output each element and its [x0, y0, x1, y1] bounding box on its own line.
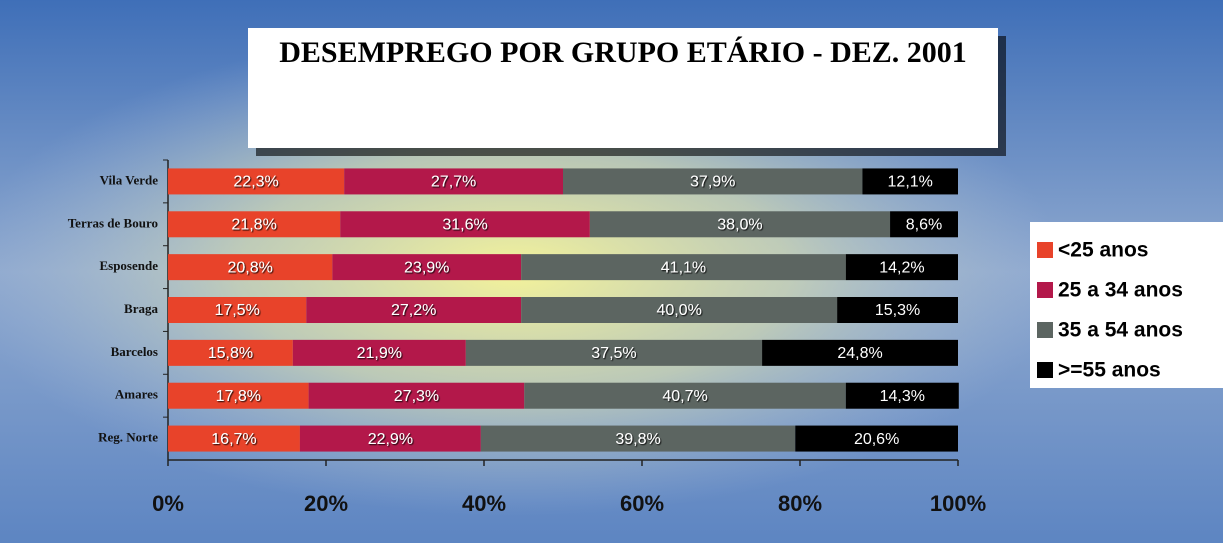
data-label: 21,8% — [231, 217, 276, 234]
legend-box — [1030, 222, 1223, 388]
bar-segment — [344, 168, 563, 195]
data-label: 15,3% — [875, 302, 920, 319]
data-label: 40,0% — [656, 302, 701, 319]
bar-segment — [306, 297, 522, 323]
bar-segment — [845, 254, 958, 281]
data-label: 16,7% — [211, 431, 256, 448]
data-label: 14,3% — [880, 388, 925, 405]
bar-segment — [168, 339, 293, 366]
data-label: 27,2% — [391, 302, 436, 319]
data-label: 37,9% — [690, 174, 735, 191]
title-box — [248, 28, 998, 148]
y-tick-label: Reg. Norte — [98, 430, 158, 445]
data-label: 21,9% — [357, 345, 402, 362]
x-tick-label: 100% — [930, 491, 986, 516]
legend-swatch — [1037, 322, 1053, 338]
data-label: 39,8% — [615, 431, 660, 448]
y-tick-label: Braga — [124, 301, 158, 316]
bar-segment — [563, 168, 863, 195]
bar-segment — [762, 339, 958, 366]
bar-segment — [837, 297, 958, 323]
data-label: 15,8% — [208, 345, 253, 362]
chart-title: DESEMPREGO POR GRUPO ETÁRIO - DEZ. 2001 — [279, 36, 967, 69]
bar-segment — [862, 168, 958, 195]
data-label: 38,0% — [717, 217, 762, 234]
x-tick-label: 20% — [304, 491, 348, 516]
bar-segment — [299, 425, 481, 452]
legend-swatch — [1037, 282, 1053, 298]
bar-segment — [524, 382, 846, 409]
x-tick-label: 80% — [778, 491, 822, 516]
bar-segment — [465, 339, 763, 366]
legend-label: 25 a 34 anos — [1058, 279, 1183, 302]
bar-segment — [168, 382, 309, 409]
y-tick-label: Barcelos — [111, 344, 158, 359]
legend-label: <25 anos — [1058, 239, 1148, 262]
y-tick-label: Vila Verde — [100, 172, 159, 187]
bar-segment — [168, 254, 333, 281]
bar-segment — [589, 211, 891, 238]
y-tick-label: Terras de Bouro — [68, 215, 158, 230]
bar-segment — [795, 425, 958, 452]
legend-label: >=55 anos — [1058, 359, 1161, 382]
legend-swatch — [1037, 242, 1053, 258]
data-label: 14,2% — [879, 259, 924, 276]
bar-segment — [168, 211, 341, 238]
bar-segment — [168, 297, 307, 323]
bar-segment — [521, 254, 846, 281]
data-label: 12,1% — [888, 174, 933, 191]
x-tick-label: 60% — [620, 491, 664, 516]
data-label: 22,3% — [233, 174, 278, 191]
x-tick-label: 40% — [462, 491, 506, 516]
data-label: 27,3% — [394, 388, 439, 405]
data-label: 8,6% — [906, 217, 942, 234]
data-label: 20,8% — [227, 259, 272, 276]
bar-segment — [890, 211, 958, 238]
data-label: 27,7% — [431, 174, 476, 191]
data-label: 24,8% — [837, 345, 882, 362]
bar-segment — [168, 168, 345, 195]
data-label: 37,5% — [591, 345, 636, 362]
data-label: 40,7% — [662, 388, 707, 405]
data-label: 17,5% — [214, 302, 259, 319]
data-label: 22,9% — [368, 431, 413, 448]
data-label: 23,9% — [404, 259, 449, 276]
bar-segment — [308, 382, 525, 409]
bar-segment — [332, 254, 522, 281]
data-label: 31,6% — [442, 217, 487, 234]
y-tick-label: Amares — [115, 387, 158, 402]
legend-swatch — [1037, 362, 1053, 378]
bar-segment — [292, 339, 466, 366]
legend-label: 35 a 54 anos — [1058, 319, 1183, 342]
data-label: 20,6% — [854, 431, 899, 448]
data-label: 41,1% — [661, 259, 706, 276]
bar-segment — [480, 425, 796, 452]
y-tick-label: Esposende — [99, 258, 158, 273]
x-tick-label: 0% — [152, 491, 184, 516]
bar-segment — [340, 211, 590, 238]
data-label: 17,8% — [216, 388, 261, 405]
bar-segment — [521, 297, 838, 323]
bar-segment — [168, 425, 300, 452]
bar-segment — [845, 382, 959, 409]
